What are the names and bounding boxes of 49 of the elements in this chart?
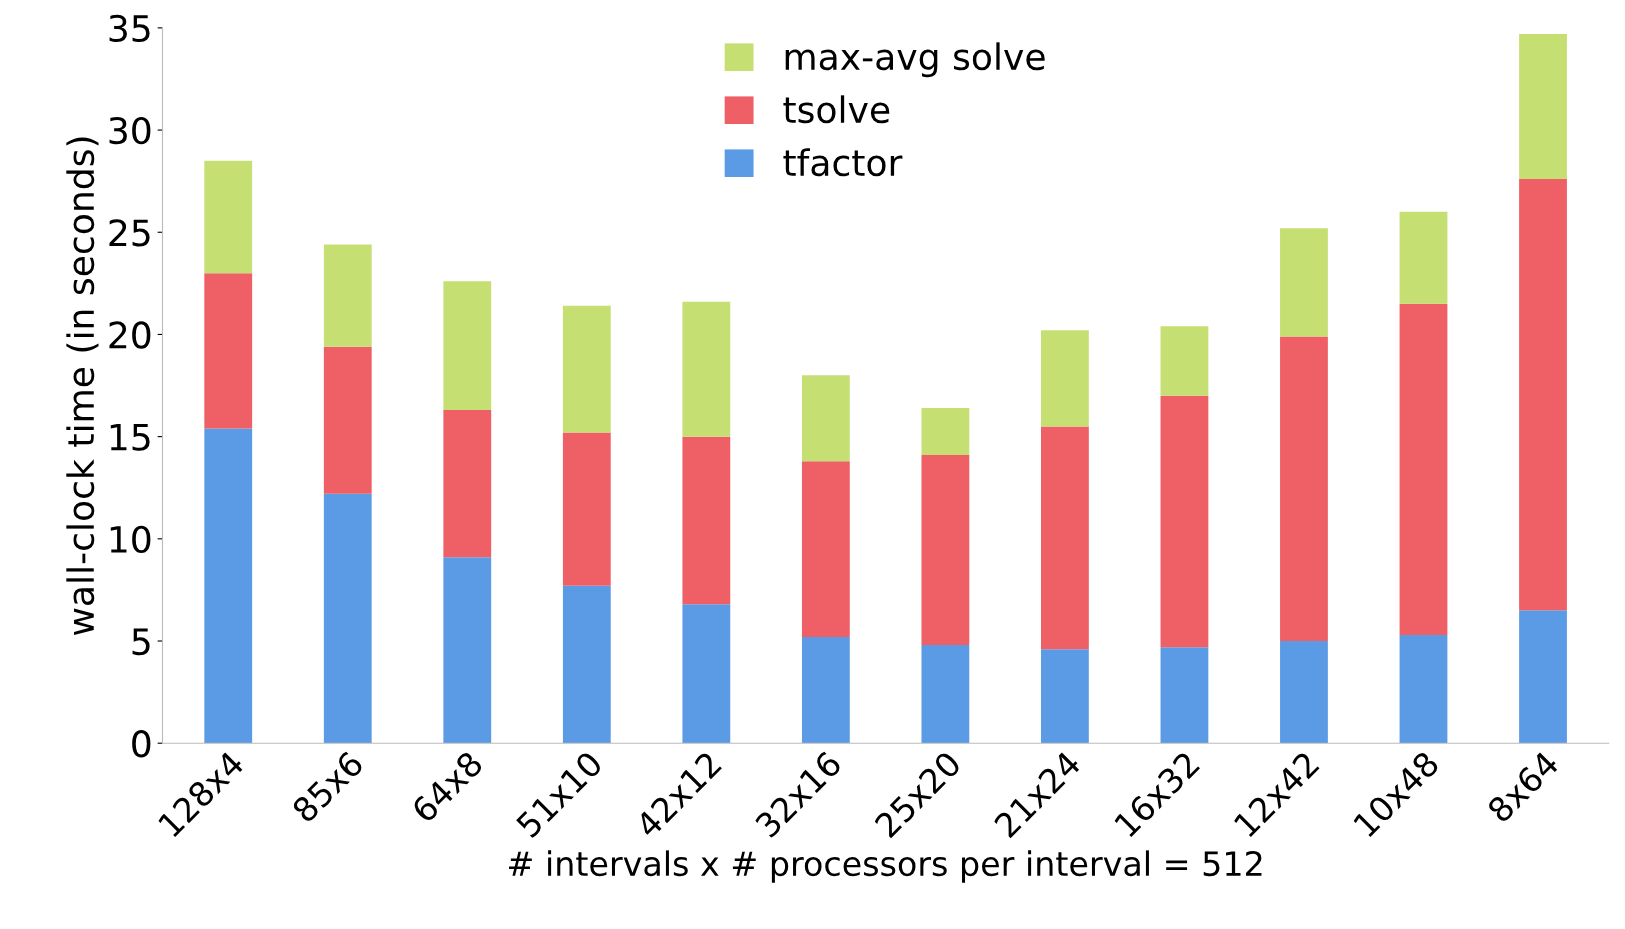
x-axis-title: # intervals x # processors per interval = 512	[509, 850, 1262, 883]
bar	[562, 305, 611, 433]
y-tick-label: 10	[110, 525, 151, 554]
y-tick-label: 25	[109, 219, 150, 247]
bar	[682, 301, 731, 437]
bar	[921, 408, 970, 456]
y-tick-label: 20	[109, 321, 151, 349]
bar	[204, 428, 253, 744]
bar	[1399, 303, 1448, 635]
y-tick-label: 0	[132, 730, 151, 758]
bar	[682, 436, 731, 605]
bar	[921, 455, 970, 646]
bar	[323, 346, 372, 494]
bar	[801, 636, 850, 744]
bar	[443, 281, 492, 411]
bar	[1160, 647, 1209, 744]
bar	[682, 604, 731, 744]
bar	[1519, 179, 1567, 611]
legend-label: max-avg solve	[785, 42, 1045, 78]
bar	[1280, 228, 1328, 337]
bar	[1519, 610, 1567, 744]
bar	[921, 645, 970, 744]
legend-label: tsolve	[783, 95, 890, 124]
y-tick-label: 30	[109, 116, 151, 145]
bar	[1160, 395, 1209, 648]
bar	[1041, 426, 1089, 650]
bar	[1041, 330, 1089, 427]
bar	[1399, 211, 1448, 304]
bar	[323, 244, 372, 347]
bar	[1160, 326, 1209, 396]
bar	[1280, 641, 1328, 744]
bar	[1519, 34, 1567, 180]
bar	[443, 557, 492, 744]
y-tick-label: 5	[132, 628, 150, 656]
bar	[443, 410, 492, 558]
bar	[1280, 336, 1328, 642]
legend-label: tfactor	[783, 148, 903, 177]
y-tick-label: 15	[110, 424, 150, 451]
bar	[323, 493, 372, 744]
bar	[562, 432, 611, 586]
bar	[562, 585, 611, 744]
bar	[801, 375, 850, 462]
bar	[1041, 649, 1089, 744]
bar	[801, 461, 850, 637]
bar	[1399, 634, 1448, 744]
y-axis-title: wall-clock time (in seconds)	[66, 137, 99, 636]
bar	[204, 160, 253, 274]
bar	[204, 273, 253, 429]
y-tick-label: 35	[109, 14, 150, 43]
